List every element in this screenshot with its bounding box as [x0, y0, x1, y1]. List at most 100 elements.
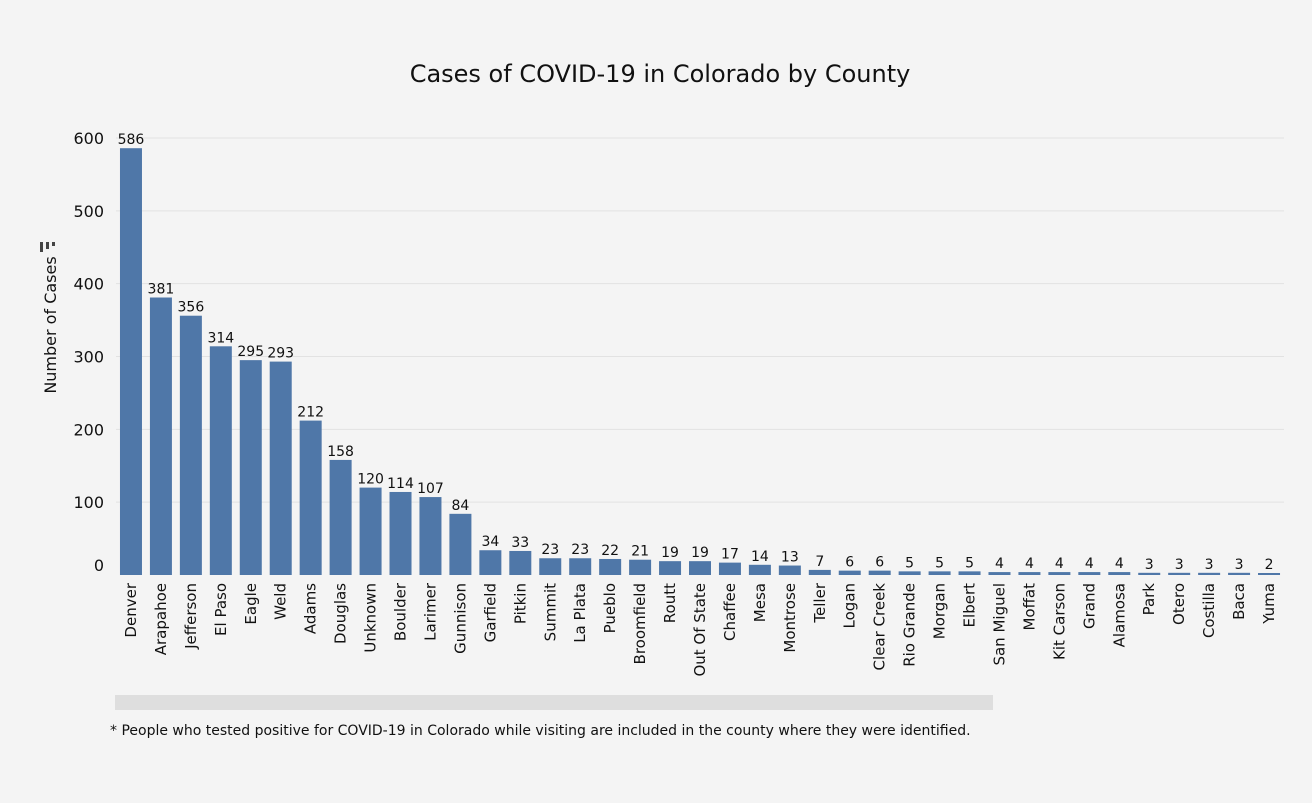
bar[interactable] [239, 360, 262, 575]
x-category-label: Gunnison [451, 583, 469, 654]
bar[interactable] [149, 297, 172, 575]
data-label: 4 [1085, 556, 1094, 572]
axis-menu-icon[interactable] [40, 242, 55, 252]
x-category-label: Chaffee [721, 583, 739, 641]
x-category-label: El Paso [212, 583, 230, 636]
x-category-label: Mesa [751, 583, 769, 622]
bar[interactable] [928, 571, 951, 575]
x-category-label: Costilla [1200, 583, 1218, 638]
bar[interactable] [119, 148, 142, 576]
x-category-label: Routt [661, 583, 679, 623]
bar[interactable] [419, 497, 442, 575]
data-label: 4 [1055, 556, 1064, 572]
x-category-label: Grand [1080, 583, 1098, 629]
bar[interactable] [449, 513, 472, 575]
x-category-label: Montrose [781, 583, 799, 653]
data-label: 3 [1175, 557, 1184, 573]
x-category-label: San Miguel [990, 583, 1008, 666]
bar[interactable] [988, 572, 1011, 575]
bar[interactable] [808, 569, 831, 575]
bar[interactable] [209, 346, 232, 575]
x-category-label: Rio Grande [901, 583, 919, 667]
x-category-label: Denver [122, 582, 140, 637]
bar[interactable] [299, 420, 322, 575]
data-label: 107 [417, 481, 444, 497]
data-label: 7 [815, 554, 824, 570]
x-category-label: Arapahoe [152, 583, 170, 655]
bar[interactable] [659, 561, 682, 575]
x-category-label: Broomfield [631, 583, 649, 664]
bar[interactable] [958, 571, 981, 575]
x-category-label: Kit Carson [1050, 583, 1068, 660]
y-axis-title: Number of Cases [41, 256, 60, 393]
x-category-label: Otero [1170, 583, 1188, 625]
bar[interactable] [389, 491, 412, 575]
x-category-label: Pitkin [511, 583, 529, 624]
data-label: 3 [1145, 557, 1154, 573]
bar[interactable] [479, 550, 502, 575]
bar[interactable] [1198, 572, 1221, 575]
bar[interactable] [718, 562, 741, 575]
data-label: 295 [237, 344, 264, 360]
bar[interactable] [868, 570, 891, 575]
bar[interactable] [778, 565, 801, 575]
y-tick-label: 500 [73, 202, 104, 221]
bar[interactable] [689, 561, 711, 575]
bars [119, 148, 1281, 576]
bar[interactable] [748, 564, 771, 575]
data-label: 3 [1205, 557, 1214, 573]
x-category-label: Teller [811, 582, 829, 623]
data-label: 3 [1235, 557, 1244, 573]
data-label: 13 [781, 550, 799, 566]
data-label: 19 [661, 545, 679, 561]
bar[interactable] [1228, 572, 1251, 575]
horizontal-scrollbar[interactable] [115, 695, 993, 710]
bar[interactable] [569, 558, 592, 575]
bar[interactable] [1108, 572, 1131, 575]
chart-title: Cases of COVID-19 in Colorado by County [410, 60, 911, 88]
x-category-label: Alamosa [1110, 583, 1128, 647]
bar[interactable] [1258, 573, 1281, 575]
bar[interactable] [329, 459, 352, 575]
data-label: 356 [178, 300, 205, 316]
bar[interactable] [539, 558, 562, 575]
data-label: 5 [905, 555, 914, 571]
bar[interactable] [509, 550, 532, 575]
data-label: 314 [207, 330, 234, 346]
bar[interactable] [898, 571, 921, 575]
y-tick-label: 400 [73, 275, 104, 294]
y-tick-label: 600 [73, 129, 104, 148]
bar[interactable] [838, 570, 861, 575]
x-category-label: Adams [302, 583, 320, 634]
x-category-label: Elbert [961, 583, 979, 628]
data-label: 4 [1115, 556, 1124, 572]
bar[interactable] [269, 361, 292, 575]
bar[interactable] [629, 559, 652, 575]
data-label: 158 [327, 444, 354, 460]
y-tick-label: 100 [73, 493, 104, 512]
data-label: 381 [148, 282, 175, 298]
bar[interactable] [1138, 572, 1161, 575]
x-category-label: Douglas [332, 583, 350, 644]
bar[interactable] [599, 558, 622, 575]
data-label: 23 [571, 542, 589, 558]
x-category-label: Yuma [1260, 583, 1278, 625]
data-label: 5 [965, 555, 974, 571]
x-category-label: Garfield [481, 583, 499, 642]
bar[interactable] [1078, 572, 1101, 575]
bar[interactable] [179, 315, 202, 575]
x-category-label: Unknown [362, 583, 380, 653]
x-category-label: Park [1140, 583, 1158, 616]
x-category-label: Clear Creek [871, 583, 889, 671]
bar[interactable] [1018, 572, 1041, 575]
data-label: 21 [631, 544, 649, 560]
data-label: 14 [751, 549, 769, 565]
bar[interactable] [359, 487, 382, 575]
data-label: 6 [845, 555, 854, 571]
bar[interactable] [1168, 572, 1191, 575]
data-label: 17 [721, 547, 739, 563]
bar[interactable] [1048, 572, 1071, 575]
data-label: 293 [267, 346, 294, 362]
y-axis-ticks: 0 100 200 300 400 500 600 [73, 129, 104, 575]
